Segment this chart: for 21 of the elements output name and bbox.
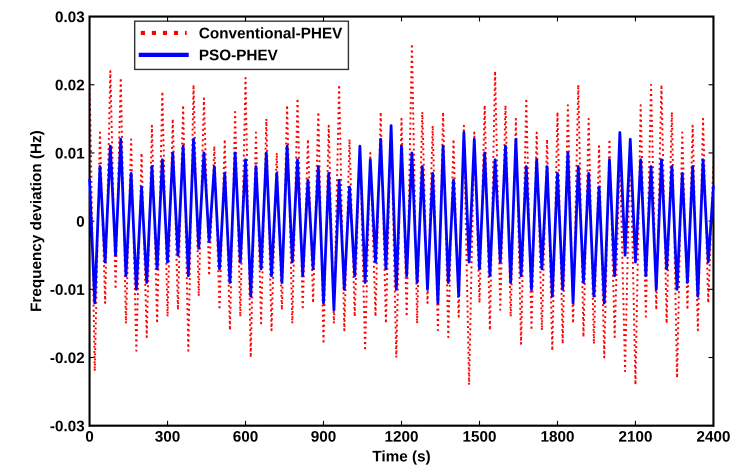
y-tick-label: 0.03 bbox=[56, 11, 84, 22]
y-axis-title: Frequency deviation (Hz) bbox=[30, 131, 44, 311]
x-axis-title: Time (s) bbox=[372, 450, 430, 465]
x-tick-label: 900 bbox=[311, 430, 336, 442]
x-tick-label: 0 bbox=[86, 430, 94, 442]
x-tick-label: 600 bbox=[233, 430, 258, 442]
y-tick-label: -0.02 bbox=[50, 352, 84, 364]
legend-label: Conventional-PHEV bbox=[199, 27, 342, 38]
x-tick-label: 2100 bbox=[619, 430, 652, 442]
x-tick-label: 300 bbox=[155, 430, 180, 442]
y-tick-label: 0.01 bbox=[56, 148, 84, 159]
x-tick-label: 1800 bbox=[541, 430, 574, 442]
x-tick-label: 2400 bbox=[696, 430, 730, 442]
y-tick-label: -0.03 bbox=[50, 420, 84, 432]
x-tick-label: 1200 bbox=[385, 430, 418, 442]
y-tick-label: 0 bbox=[76, 216, 84, 227]
x-tick-label: 1500 bbox=[463, 430, 496, 442]
y-tick-label: 0.02 bbox=[56, 80, 84, 90]
line-series bbox=[88, 124, 715, 312]
legend-label: PSO-PHEV bbox=[200, 50, 278, 60]
y-tick-label: -0.01 bbox=[50, 284, 84, 296]
